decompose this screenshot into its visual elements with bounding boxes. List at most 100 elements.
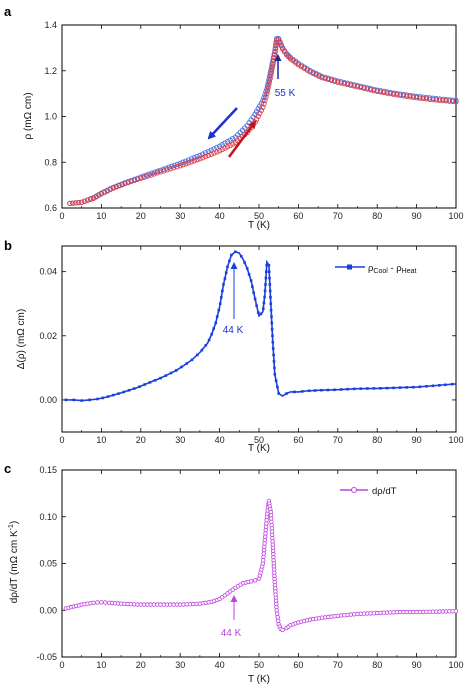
panel-c-ylabel-sup: -1 bbox=[8, 524, 15, 530]
data-point-series-1 bbox=[264, 87, 271, 94]
y-tick-label: 1.0 bbox=[44, 112, 57, 122]
data-point-series-1 bbox=[313, 72, 319, 78]
annotation-44k-b: 44 K bbox=[223, 325, 244, 336]
panel-b-xlabel: T (K) bbox=[248, 443, 270, 454]
data-point bbox=[243, 261, 246, 264]
data-point bbox=[230, 253, 233, 257]
data-point bbox=[164, 374, 168, 377]
data-point-series-1 bbox=[230, 141, 236, 147]
data-point-series-1 bbox=[154, 170, 160, 176]
x-tick-label: 70 bbox=[333, 435, 343, 445]
data-point bbox=[392, 386, 395, 390]
y-tick-label: 0.00 bbox=[39, 395, 57, 405]
data-point bbox=[138, 385, 141, 388]
data-point-series-1 bbox=[141, 174, 147, 180]
data-point bbox=[333, 388, 336, 392]
data-point bbox=[215, 315, 219, 318]
data-point-series-1 bbox=[96, 192, 102, 198]
data-point-series-1 bbox=[262, 97, 268, 104]
data-point bbox=[271, 340, 275, 344]
x-tick-label: 20 bbox=[136, 211, 146, 221]
data-point-series-1 bbox=[322, 75, 328, 82]
data-point-series-1 bbox=[211, 150, 217, 156]
data-point-series-1 bbox=[113, 184, 119, 190]
data-point bbox=[95, 600, 100, 605]
panel-c-data bbox=[63, 498, 459, 633]
data-point-series-1 bbox=[417, 95, 423, 101]
data-point bbox=[272, 353, 275, 357]
data-point-series-1 bbox=[70, 200, 76, 206]
x-tick-label: 60 bbox=[293, 660, 303, 670]
data-point bbox=[252, 291, 255, 295]
data-point-series-1 bbox=[131, 177, 138, 184]
data-point bbox=[226, 265, 229, 269]
data-point bbox=[248, 579, 254, 584]
x-tick-label: 30 bbox=[175, 660, 185, 670]
data-point bbox=[185, 362, 189, 365]
data-point bbox=[122, 390, 125, 394]
data-point bbox=[91, 600, 96, 605]
x-tick-label: 70 bbox=[333, 660, 343, 670]
data-point bbox=[117, 392, 120, 395]
data-point-series-0 bbox=[227, 137, 233, 143]
data-point-series-0 bbox=[260, 97, 266, 104]
data-point-series-1 bbox=[423, 96, 430, 102]
data-point-series-1 bbox=[191, 158, 197, 164]
data-point-series-1 bbox=[76, 199, 82, 206]
data-point-series-1 bbox=[79, 199, 85, 205]
data-point-series-1 bbox=[268, 72, 274, 78]
data-point bbox=[259, 312, 263, 316]
panel-c-ticks: 0 10 20 30 40 50 60 70 80 90 100 -0.05 0.00 0.05 0.10 0… bbox=[36, 465, 463, 670]
y-tick-label: 0.05 bbox=[39, 559, 57, 569]
x-tick-label: 20 bbox=[136, 435, 146, 445]
data-point-series-1 bbox=[138, 175, 144, 181]
data-point bbox=[275, 615, 280, 620]
panel-b: b 0 10 20 30 40 50 60 70 80 90 100 0.00 0.02 0.04 T (… bbox=[4, 238, 464, 454]
data-point-series-1 bbox=[110, 185, 116, 191]
data-point bbox=[385, 386, 389, 390]
data-point bbox=[245, 267, 249, 270]
x-tick-label: 80 bbox=[372, 435, 382, 445]
data-point-series-1 bbox=[84, 197, 91, 203]
data-point-series-1 bbox=[258, 107, 265, 113]
data-point bbox=[320, 388, 323, 392]
data-point-series-1 bbox=[272, 49, 278, 55]
panel-b-label: b bbox=[4, 238, 12, 253]
y-tick-label: 0.6 bbox=[44, 203, 57, 213]
data-point bbox=[103, 600, 108, 605]
data-point bbox=[148, 381, 152, 384]
data-point-series-1 bbox=[151, 171, 157, 177]
data-point bbox=[438, 384, 441, 387]
data-point bbox=[249, 279, 253, 282]
data-point-series-1 bbox=[161, 168, 167, 174]
data-point-series-0 bbox=[180, 159, 186, 165]
x-tick-label: 10 bbox=[96, 435, 106, 445]
data-point-series-1 bbox=[134, 176, 141, 182]
y-tick-label: 0.8 bbox=[44, 157, 57, 167]
data-point bbox=[398, 386, 402, 389]
data-point-series-1 bbox=[410, 94, 416, 100]
x-tick-label: 20 bbox=[136, 660, 146, 670]
data-point-series-0 bbox=[230, 135, 236, 142]
data-point bbox=[210, 332, 213, 336]
data-point bbox=[276, 618, 281, 623]
data-point bbox=[274, 608, 279, 613]
data-point bbox=[280, 627, 285, 633]
data-point bbox=[265, 263, 268, 267]
data-point bbox=[269, 308, 273, 312]
panel-a-xlabel: T (K) bbox=[248, 220, 270, 231]
panel-b-data bbox=[64, 250, 457, 402]
data-point-series-1 bbox=[328, 77, 335, 84]
data-point bbox=[252, 578, 258, 583]
data-point bbox=[132, 387, 136, 390]
data-point bbox=[253, 297, 257, 301]
data-point bbox=[267, 270, 271, 273]
data-point-series-1 bbox=[261, 101, 267, 107]
data-point bbox=[270, 328, 274, 331]
data-point-series-0 bbox=[202, 150, 209, 156]
panel-c-ylabel-end: ) bbox=[9, 521, 20, 524]
data-point-series-1 bbox=[404, 93, 410, 99]
data-point-series-1 bbox=[116, 183, 122, 189]
data-point-series-1 bbox=[331, 78, 338, 84]
